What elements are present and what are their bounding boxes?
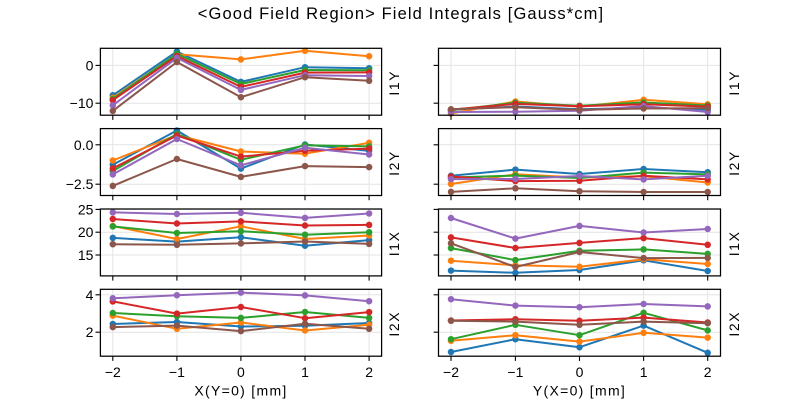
svg-text:0.0: 0.0 (74, 137, 94, 153)
svg-text:I2X: I2X (726, 311, 742, 337)
svg-text:1: 1 (640, 364, 648, 380)
svg-text:15: 15 (78, 247, 94, 263)
svg-text:−1: −1 (507, 364, 523, 380)
svg-text:−2: −2 (443, 364, 459, 380)
svg-text:2: 2 (365, 364, 373, 380)
svg-text:0: 0 (576, 364, 584, 380)
svg-text:I2X: I2X (386, 311, 402, 337)
svg-text:−2: −2 (105, 364, 121, 380)
svg-text:0: 0 (86, 57, 94, 73)
svg-text:<Good Field Region> Field Inte: <Good Field Region> Field Integrals [Gau… (198, 5, 604, 23)
svg-text:2: 2 (86, 324, 94, 340)
svg-text:4: 4 (86, 287, 94, 303)
svg-text:I1X: I1X (726, 230, 742, 256)
svg-text:−10: −10 (70, 95, 94, 111)
svg-text:25: 25 (78, 201, 94, 217)
svg-text:I2Y: I2Y (386, 150, 402, 176)
svg-text:I1Y: I1Y (726, 70, 742, 96)
svg-text:I1X: I1X (386, 230, 402, 256)
svg-text:I2Y: I2Y (726, 150, 742, 176)
svg-text:X(Y=0) [mm]: X(Y=0) [mm] (194, 383, 287, 399)
svg-text:1: 1 (301, 364, 309, 380)
svg-text:Y(X=0) [mm]: Y(X=0) [mm] (533, 383, 626, 399)
svg-text:20: 20 (78, 224, 94, 240)
svg-text:0: 0 (237, 364, 245, 380)
svg-text:−2.5: −2.5 (66, 176, 94, 192)
svg-text:2: 2 (704, 364, 712, 380)
svg-text:−1: −1 (169, 364, 185, 380)
svg-text:I1Y: I1Y (386, 70, 402, 96)
